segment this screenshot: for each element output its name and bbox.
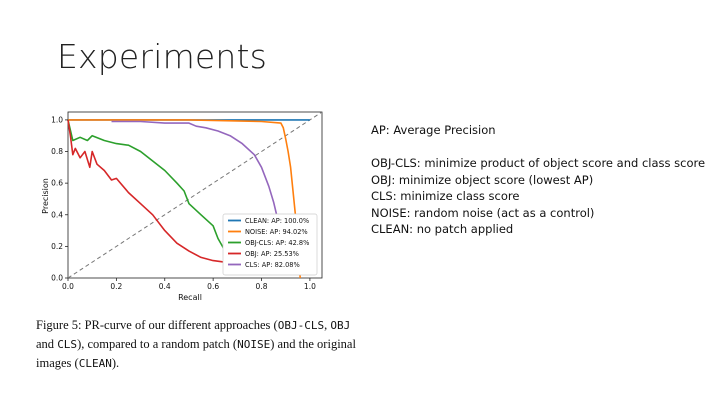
x-tick-label: 0.8 bbox=[256, 282, 268, 291]
note-objcls: OBJ-CLS: minimize product of object scor… bbox=[371, 156, 706, 170]
note-cls: CLS: minimize class score bbox=[371, 189, 520, 203]
y-tick-label: 1.0 bbox=[51, 115, 63, 124]
note-ap: AP: Average Precision bbox=[371, 123, 496, 137]
caption-text: ), compared to a random patch ( bbox=[77, 337, 238, 351]
caption-code: CLEAN bbox=[78, 357, 112, 370]
series-line-4 bbox=[111, 120, 285, 263]
axes-frame bbox=[67, 111, 323, 279]
caption-text: Figure 5: PR-curve of our different appr… bbox=[36, 318, 278, 332]
x-tick-label: 0.2 bbox=[110, 282, 122, 291]
y-tick-label: 0.4 bbox=[51, 210, 63, 219]
x-axis-label: Recall bbox=[178, 293, 202, 302]
caption-code: CLS bbox=[57, 338, 78, 351]
x-tick-label: 0.4 bbox=[159, 282, 171, 291]
legend-entry: CLS: AP: 82.08% bbox=[245, 261, 300, 269]
x-tick-label: 0.0 bbox=[62, 282, 74, 291]
diagonal-reference-line bbox=[67, 111, 323, 279]
note-clean: CLEAN: no patch applied bbox=[371, 222, 514, 236]
notes-panel: AP: Average Precision OBJ-CLS: minimize … bbox=[371, 122, 705, 238]
series-line-3 bbox=[67, 119, 250, 267]
y-tick-label: 0.2 bbox=[51, 242, 63, 251]
x-tick-label: 1.0 bbox=[304, 282, 316, 291]
slide-title: Experiments bbox=[57, 37, 268, 76]
figure-caption: Figure 5: PR-curve of our different appr… bbox=[36, 316, 366, 373]
legend-entry: NOISE: AP: 94.02% bbox=[245, 228, 308, 236]
chart-legend: CLEAN: AP: 100.0% NOISE: AP: 94.02% OBJ-CL… bbox=[222, 213, 318, 276]
legend-entry: CLEAN: AP: 100.0% bbox=[245, 217, 309, 225]
legend-entry: OBJ-CLS: AP: 42.8% bbox=[245, 239, 309, 247]
caption-code: NOISE bbox=[237, 338, 271, 351]
caption-text: ). bbox=[111, 356, 120, 370]
y-tick-label: 0.8 bbox=[51, 147, 63, 156]
legend-box bbox=[222, 213, 318, 276]
y-tick-label: 0.6 bbox=[51, 179, 63, 188]
x-tick-label: 0.6 bbox=[207, 282, 219, 291]
caption-text: and bbox=[36, 337, 58, 351]
caption-code: OBJ-CLS bbox=[277, 319, 325, 332]
pr-curve-chart: 0.0 0.2 0.4 0.6 0.8 1.0 0.0 0.2 0.4 0.6 0.8 1.0 CLE… bbox=[41, 111, 323, 302]
legend-entry: OBJ: AP: 25.53% bbox=[245, 250, 299, 258]
series-line-2 bbox=[67, 119, 238, 263]
axis-ticks: 0.0 0.2 0.4 0.6 0.8 1.0 0.0 0.2 0.4 0.6 0.8 1.0 bbox=[51, 115, 316, 291]
y-tick-label: 0.0 bbox=[51, 274, 63, 283]
spacer bbox=[371, 139, 705, 156]
caption-code: OBJ bbox=[330, 319, 351, 332]
note-noise: NOISE: random noise (act as a control) bbox=[371, 205, 595, 220]
caption-text: , bbox=[324, 318, 331, 332]
note-obj: OBJ: minimize object score (lowest AP) bbox=[371, 172, 594, 187]
y-axis-label: Precision bbox=[41, 178, 50, 214]
caption-text: ) and the original images ( bbox=[36, 337, 356, 370]
